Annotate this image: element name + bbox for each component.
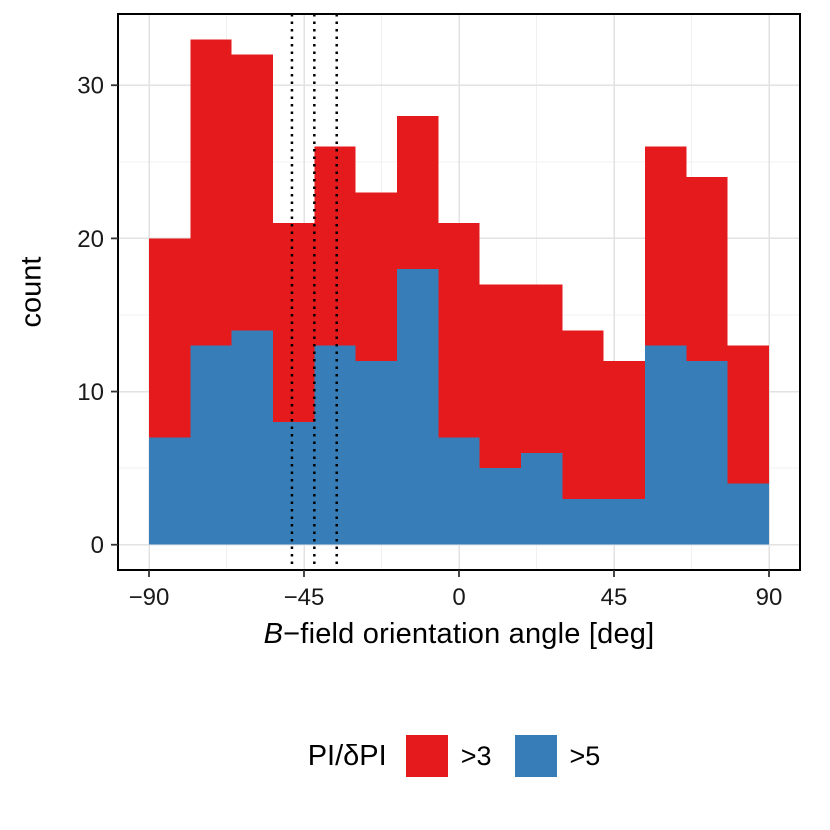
histogram-bar-blue-13 [686,360,728,545]
x-tick-label: −45 [284,584,325,611]
histogram-bar-blue-12 [645,345,687,545]
legend-swatch-red [405,735,448,777]
histogram-bar-blue-7 [438,437,480,545]
x-axis-title: B−field orientation angle [deg] [118,618,800,651]
y-tick-label: 30 [77,73,104,100]
histogram-bar-blue-9 [521,452,563,545]
y-tick-label: 0 [91,532,104,559]
x-axis-title-text: −field orientation angle [deg] [283,618,655,650]
legend-title: PI/δPI [307,739,387,772]
histogram-bar-blue-3 [273,422,315,545]
y-axis-title: count [15,256,48,328]
histogram-bar-blue-8 [479,468,521,545]
histogram-bar-blue-14 [727,483,769,545]
chart-canvas: −90 −45 0 45 90 0 10 20 30 [77,13,801,611]
histogram-bar-blue-6 [397,269,439,545]
legend-swatch-blue [514,735,557,777]
x-tick-label: 45 [601,584,628,611]
x-tick-label: −90 [129,584,170,611]
histogram-bar-blue-0 [149,437,191,545]
legend-label-gt5: >5 [569,740,601,771]
histogram-bar-blue-4 [314,345,356,545]
legend: PI/δPI >3 >5 [118,726,800,786]
y-tick-label: 10 [77,379,104,406]
histogram-bar-blue-11 [603,498,645,545]
x-tick-label: 90 [756,584,783,611]
histogram-bar-blue-5 [355,360,397,545]
x-tick-label: 0 [452,584,465,611]
x-axis-title-variable: B [263,618,284,650]
histogram-bar-blue-10 [562,498,604,545]
histogram-bar-blue-1 [190,345,232,545]
legend-label-gt3: >3 [460,740,492,771]
histogram-bar-blue-2 [231,330,273,545]
y-tick-label: 20 [77,226,104,253]
